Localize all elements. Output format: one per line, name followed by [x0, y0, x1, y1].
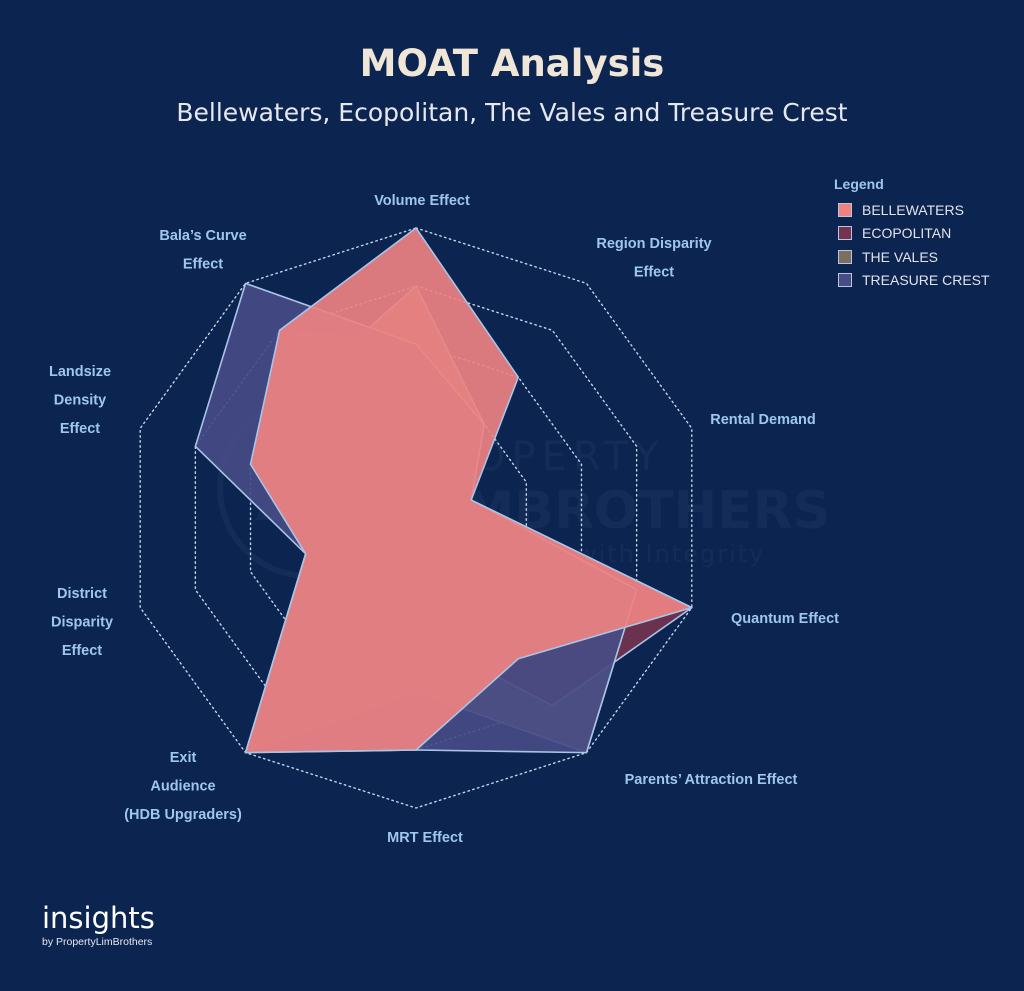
- legend-label: BELLEWATERS: [862, 201, 964, 218]
- legend-label: ECOPOLITAN: [862, 225, 952, 242]
- axis-label-line: Landsize: [49, 364, 111, 380]
- axis-label-4: Parents’ Attraction Effect: [625, 772, 798, 788]
- axis-label-1: Region Disparity Effect: [596, 236, 711, 281]
- axis-label-line: Region Disparity: [596, 236, 711, 252]
- legend-swatch: [838, 202, 852, 217]
- chart-subtitle: Bellewaters, Ecopolitan, The Vales and T…: [176, 98, 848, 127]
- axis-label-line: Effect: [62, 643, 102, 659]
- axis-label-3: Quantum Effect: [731, 611, 839, 627]
- axis-label-6: Exit Audience (HDB Upgraders): [124, 750, 242, 823]
- axis-label-line: Effect: [183, 257, 223, 273]
- axis-label-2: Rental Demand: [710, 412, 816, 428]
- legend-item: BELLEWATERS: [834, 198, 990, 222]
- legend-label: TREASURE CREST: [862, 272, 990, 289]
- axis-label-line: Rental Demand: [710, 412, 816, 428]
- axis-label-line: Density: [54, 393, 106, 409]
- axis-label-line: (HDB Upgraders): [124, 807, 242, 823]
- legend-item: THE VALES: [834, 245, 990, 269]
- brand-byline: by PropertyLimBrothers: [42, 936, 153, 948]
- axis-label-line: Parents’ Attraction Effect: [625, 772, 798, 788]
- grid-ring-5: [139, 227, 693, 809]
- axis-label-line: Volume Effect: [374, 193, 470, 209]
- axis-label-9: Bala’s Curve Effect: [159, 228, 246, 273]
- axis-label-8: Landsize Density Effect: [49, 364, 111, 437]
- axis-labels: Volume Effect Region Disparity Effect Renta…: [49, 193, 839, 846]
- axis-label-line: Audience: [150, 779, 215, 795]
- axis-label-line: Exit: [170, 750, 197, 766]
- brand-logo: insights by PropertyLimBrothers: [42, 903, 155, 948]
- chart-title: MOAT Analysis: [359, 42, 665, 85]
- axis-label-0: Volume Effect: [374, 193, 470, 209]
- radar-series: [194, 227, 693, 754]
- axis-label-line: District: [57, 586, 107, 602]
- legend-swatch: [838, 249, 852, 264]
- legend-swatch: [838, 273, 852, 288]
- legend-title: Legend: [834, 176, 884, 192]
- legend-label: THE VALES: [862, 248, 938, 265]
- axis-label-line: Effect: [634, 265, 674, 281]
- axis-label-7: District Disparity Effect: [51, 586, 113, 659]
- brand-name: insights: [42, 901, 155, 935]
- axis-label-line: Effect: [60, 421, 100, 437]
- legend: Legend BELLEWATERS ECOPOLITAN THE VALES TRE…: [834, 176, 990, 292]
- legend-items: BELLEWATERS ECOPOLITAN THE VALES TREASURE C…: [834, 198, 990, 292]
- axis-label-line: Disparity: [51, 615, 113, 631]
- series-bellewaters: [244, 227, 693, 754]
- axis-label-line: Quantum Effect: [731, 611, 839, 627]
- grid-ring-2: [304, 401, 528, 635]
- legend-swatch: [838, 226, 852, 241]
- axis-label-line: Bala’s Curve: [159, 228, 246, 244]
- axis-label-5: MRT Effect: [387, 830, 463, 846]
- legend-item: ECOPOLITAN: [834, 222, 990, 246]
- legend-item: TREASURE CREST: [834, 269, 990, 293]
- axis-label-line: MRT Effect: [387, 830, 463, 846]
